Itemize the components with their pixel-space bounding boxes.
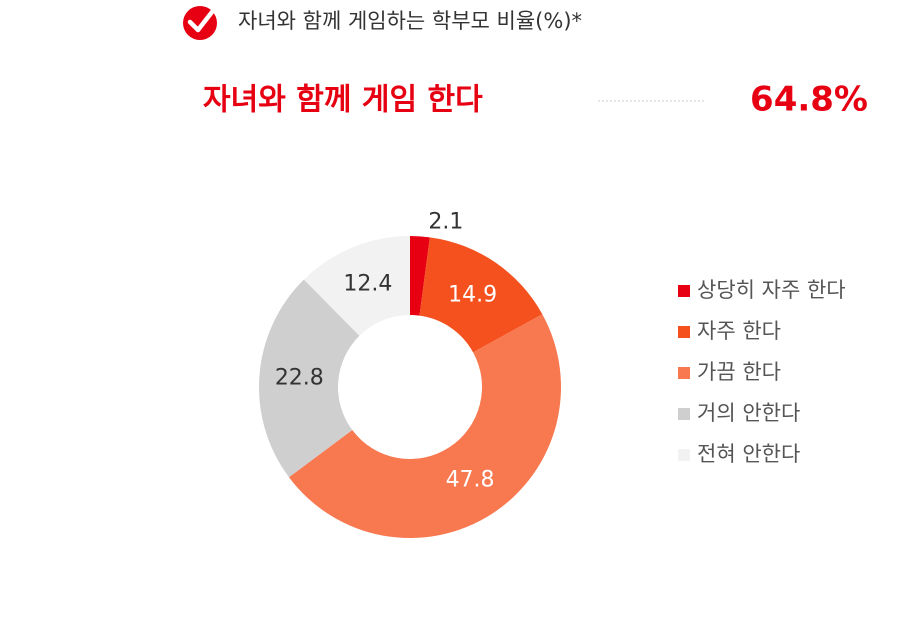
legend-swatch: [678, 408, 690, 420]
slice: [288, 314, 562, 539]
legend-swatch: [678, 326, 690, 338]
legend-label: 가끔 한다: [697, 360, 781, 384]
legend-swatch: [678, 449, 690, 461]
slice: [419, 237, 543, 353]
legend-label: 거의 안한다: [697, 401, 800, 425]
value-label: 47.8: [446, 467, 495, 492]
headline: 자녀와 함께 게임 한다: [203, 83, 483, 118]
legend-label: 자주 한다: [697, 319, 781, 343]
headline-value: 64.8%: [750, 80, 868, 120]
title: 자녀와 함께 게임하는 학부모 비율(%)*: [238, 9, 582, 33]
value-label: 14.9: [448, 282, 497, 307]
slice: [303, 236, 410, 336]
check-icon: [183, 6, 217, 40]
legend-label: 전혀 안한다: [697, 442, 800, 466]
legend-swatch: [678, 285, 690, 297]
slice: [410, 236, 430, 316]
value-label: 12.4: [343, 271, 392, 296]
value-label: 2.1: [428, 209, 463, 234]
legend-label: 상당히 자주 한다: [697, 278, 846, 302]
value-label: 22.8: [275, 366, 324, 391]
slice: [258, 279, 360, 478]
legend-swatch: [678, 367, 690, 379]
